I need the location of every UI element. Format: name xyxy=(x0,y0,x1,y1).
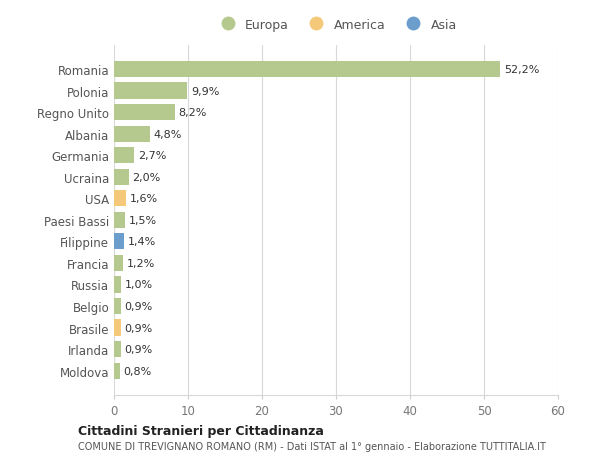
Bar xyxy=(114,277,121,293)
Text: 2,0%: 2,0% xyxy=(133,172,161,182)
Bar xyxy=(114,126,149,142)
Text: 1,4%: 1,4% xyxy=(128,237,157,247)
Bar xyxy=(114,341,121,358)
Bar xyxy=(114,83,187,100)
Text: 0,9%: 0,9% xyxy=(124,301,152,311)
Text: 2,7%: 2,7% xyxy=(137,151,166,161)
Text: 1,5%: 1,5% xyxy=(129,215,157,225)
Text: 9,9%: 9,9% xyxy=(191,86,220,96)
Bar xyxy=(114,363,120,379)
Text: 1,0%: 1,0% xyxy=(125,280,153,290)
Legend: Europa, America, Asia: Europa, America, Asia xyxy=(210,14,462,37)
Bar xyxy=(114,298,121,314)
Bar xyxy=(114,105,175,121)
Text: 4,8%: 4,8% xyxy=(153,129,182,140)
Bar xyxy=(114,255,123,271)
Bar xyxy=(114,148,134,164)
Bar xyxy=(114,169,129,185)
Text: COMUNE DI TREVIGNANO ROMANO (RM) - Dati ISTAT al 1° gennaio - Elaborazione TUTTI: COMUNE DI TREVIGNANO ROMANO (RM) - Dati … xyxy=(78,441,546,451)
Bar xyxy=(114,212,125,229)
Text: 0,8%: 0,8% xyxy=(124,366,152,376)
Bar xyxy=(114,191,126,207)
Text: 0,9%: 0,9% xyxy=(124,323,152,333)
Text: 0,9%: 0,9% xyxy=(124,344,152,354)
Text: 8,2%: 8,2% xyxy=(178,108,207,118)
Bar xyxy=(114,234,124,250)
Bar xyxy=(114,320,121,336)
Text: 1,6%: 1,6% xyxy=(130,194,158,204)
Text: 52,2%: 52,2% xyxy=(504,65,539,75)
Bar xyxy=(114,62,500,78)
Text: 1,2%: 1,2% xyxy=(127,258,155,269)
Text: Cittadini Stranieri per Cittadinanza: Cittadini Stranieri per Cittadinanza xyxy=(78,424,324,437)
